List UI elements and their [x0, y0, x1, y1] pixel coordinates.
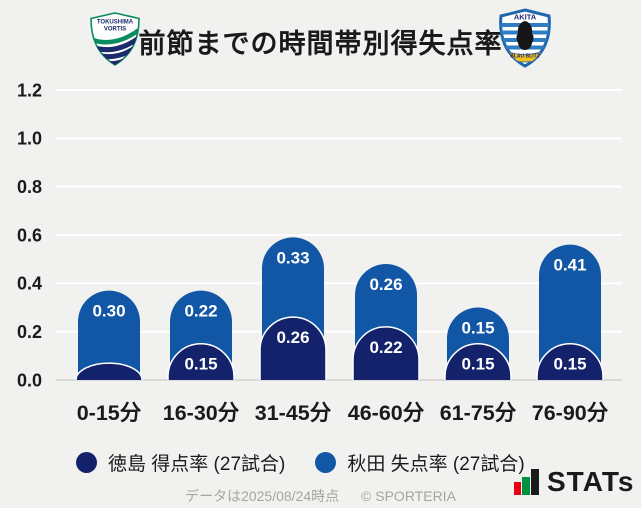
tokushima-bar-outline	[167, 343, 235, 380]
value-label: 0.15	[461, 355, 494, 374]
stacked-bar-chart: 0.0 0.2 0.4 0.6 0.8 1.0 1.2 0.30 0-15分 0.22 0.15 16…	[17, 80, 622, 425]
data-date-note: データは2025/08/24時点	[185, 488, 340, 504]
legend-label: 秋田 失点率 (27試合)	[347, 454, 525, 475]
y-tick-label: 0.8	[17, 177, 42, 197]
value-label: 0.22	[369, 338, 402, 357]
tokushima-bar-segment	[168, 343, 234, 380]
x-category-label: 0-15分	[77, 401, 142, 425]
value-label: 0.15	[461, 318, 494, 337]
blaublitz-akita-logo: AKITA BLAU BLITZ	[499, 8, 551, 68]
tokushima-bar-segment	[353, 326, 419, 380]
value-label: 0.26	[276, 328, 309, 347]
x-category-label: 31-45分	[255, 401, 332, 425]
logo-text-tokushima: TOKUSHIMA	[97, 20, 134, 26]
value-label: 0.30	[92, 302, 125, 321]
tokushima-bar-segment	[260, 317, 326, 380]
lion-silhouette	[516, 21, 534, 50]
x-category-label: 46-60分	[348, 401, 425, 425]
y-tick-label: 0.4	[17, 274, 42, 294]
logo-text-akita: AKITA	[514, 13, 537, 22]
legend-item-tokushima: 徳島 得点率 (27試合)	[76, 449, 285, 476]
x-category-label: 76-90分	[532, 401, 609, 425]
footer-note: データは2025/08/24時点 © SPORTERIA	[0, 486, 641, 506]
tokushima-bar-segment	[76, 363, 142, 380]
tokushima-bar-outline	[259, 316, 327, 380]
tokushima-bar-outline	[75, 362, 143, 381]
akita-bar-segment	[539, 244, 601, 380]
value-label: 0.15	[184, 355, 217, 374]
chart-legend: 徳島 得点率 (27試合) 秋田 失点率 (27試合)	[76, 449, 525, 476]
tokushima-vortis-logo: TOKUSHIMA VORTIS	[90, 12, 140, 66]
logo-text-blaublitz: BLAU BLITZ	[510, 54, 539, 60]
tokushima-bar-segment	[445, 343, 511, 380]
akita-color-dot-icon	[315, 452, 337, 473]
tokushima-bar-outline	[536, 343, 604, 380]
tokushima-bar-outline	[352, 326, 420, 380]
value-label: 0.41	[553, 256, 586, 275]
y-tick-label: 0.0	[17, 370, 42, 390]
copyright: © SPORTERIA	[361, 488, 456, 504]
y-tick-label: 0.2	[17, 322, 42, 342]
x-category-label: 16-30分	[163, 401, 240, 425]
tokushima-color-dot-icon	[76, 452, 97, 473]
stats-wordmark: STATs	[547, 466, 635, 497]
legend-label: 徳島 得点率 (27試合)	[108, 454, 286, 475]
tokushima-bar-outline	[444, 343, 512, 380]
logo-text-vortis: VORTIS	[104, 27, 126, 33]
value-label: 0.26	[369, 275, 402, 294]
stats-logo: STATs	[514, 466, 635, 497]
value-label: 0.22	[184, 302, 217, 321]
value-label: 0.33	[276, 248, 309, 267]
y-tick-label: 1.2	[17, 80, 42, 100]
y-tick-label: 0.6	[17, 225, 42, 245]
page-title: 前節までの時間帯別得失点率	[138, 29, 503, 59]
legend-item-akita: 秋田 失点率 (27試合)	[315, 449, 525, 476]
y-tick-label: 1.0	[17, 129, 42, 149]
tokushima-bar-segment	[537, 343, 603, 380]
value-label: 0.15	[553, 355, 586, 374]
bar-chart-icon	[514, 469, 539, 495]
akita-bar-segment	[78, 290, 140, 380]
x-category-label: 61-75分	[440, 401, 517, 425]
